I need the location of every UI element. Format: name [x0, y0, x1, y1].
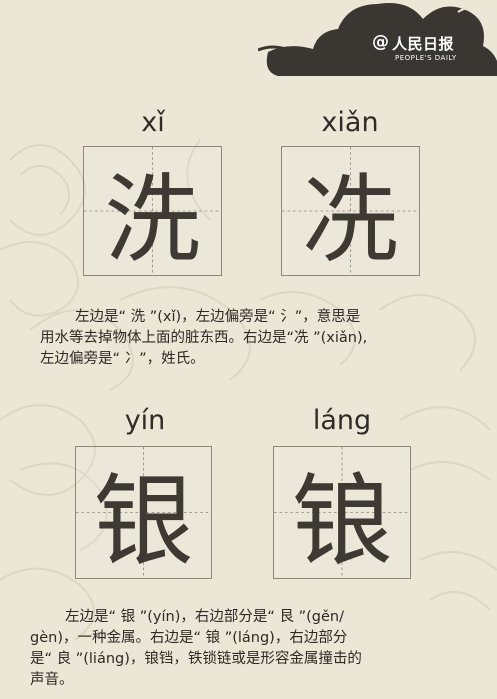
pinyin-lang: láng [312, 405, 372, 436]
tianzige-grid [76, 447, 211, 578]
character-xi: 洗 [104, 163, 201, 276]
character-box-lang: 锒 [273, 446, 411, 580]
paragraph-line: 左边是“ 银 ”(yín)，右边部分是“ 艮 ”(gěn/ [65, 609, 344, 625]
paragraph-line: 是“ 良 ”(liáng)，锒铛，铁锁链或是形容金属撞击的 [30, 651, 362, 667]
paragraph-line: 用水等去掉物体上面的脏东西。右边是“冼 ”(xiǎn), [40, 330, 368, 346]
explanation-paragraph-2: 左边是“ 银 ”(yín)，右边部分是“ 艮 ”(gěn/ gèn)，一种金属。… [30, 607, 362, 691]
pinyin-yin: yín [124, 405, 166, 436]
character-box-xian: 冼 [281, 146, 420, 276]
logo-subtitle: PEOPLE'S DAILY [395, 54, 457, 62]
character-xian: 冼 [302, 163, 399, 276]
paragraph-line: 声音。 [30, 672, 74, 688]
pinyin-xi: xǐ [141, 107, 165, 138]
logo-at-symbol: @ [372, 32, 389, 52]
paragraph-line: 左边偏旁是“ 冫”，姓氏。 [40, 351, 205, 367]
logo-name: 人民日报 [392, 35, 455, 53]
tianzige-grid [282, 147, 419, 275]
tianzige-grid [274, 447, 410, 578]
tianzige-grid [84, 147, 221, 275]
paragraph-line: gèn)，一种金属。右边是“ 锒 ”(láng)，右边部分 [30, 630, 348, 646]
paragraph-line: 左边是“ 洗 ”(xǐ)，左边偏旁是“ 氵”，意思是 [75, 309, 361, 325]
explanation-paragraph-1: 左边是“ 洗 ”(xǐ)，左边偏旁是“ 氵”，意思是 用水等去掉物体上面的脏东西… [40, 307, 367, 370]
character-box-xi: 洗 [83, 146, 222, 276]
character-box-yin: 银 [75, 446, 212, 580]
logo-cloud-shape [258, 3, 497, 76]
pinyin-xian: xiǎn [321, 107, 379, 138]
character-yin: 银 [93, 463, 194, 580]
character-lang: 锒 [292, 463, 392, 580]
